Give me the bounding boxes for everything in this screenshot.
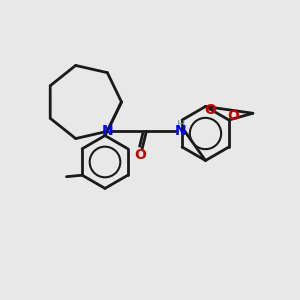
Text: O: O bbox=[228, 110, 240, 123]
Text: N: N bbox=[175, 124, 187, 138]
Text: O: O bbox=[134, 148, 146, 162]
Text: O: O bbox=[204, 103, 216, 117]
Text: H: H bbox=[177, 120, 185, 130]
Text: N: N bbox=[102, 124, 114, 138]
